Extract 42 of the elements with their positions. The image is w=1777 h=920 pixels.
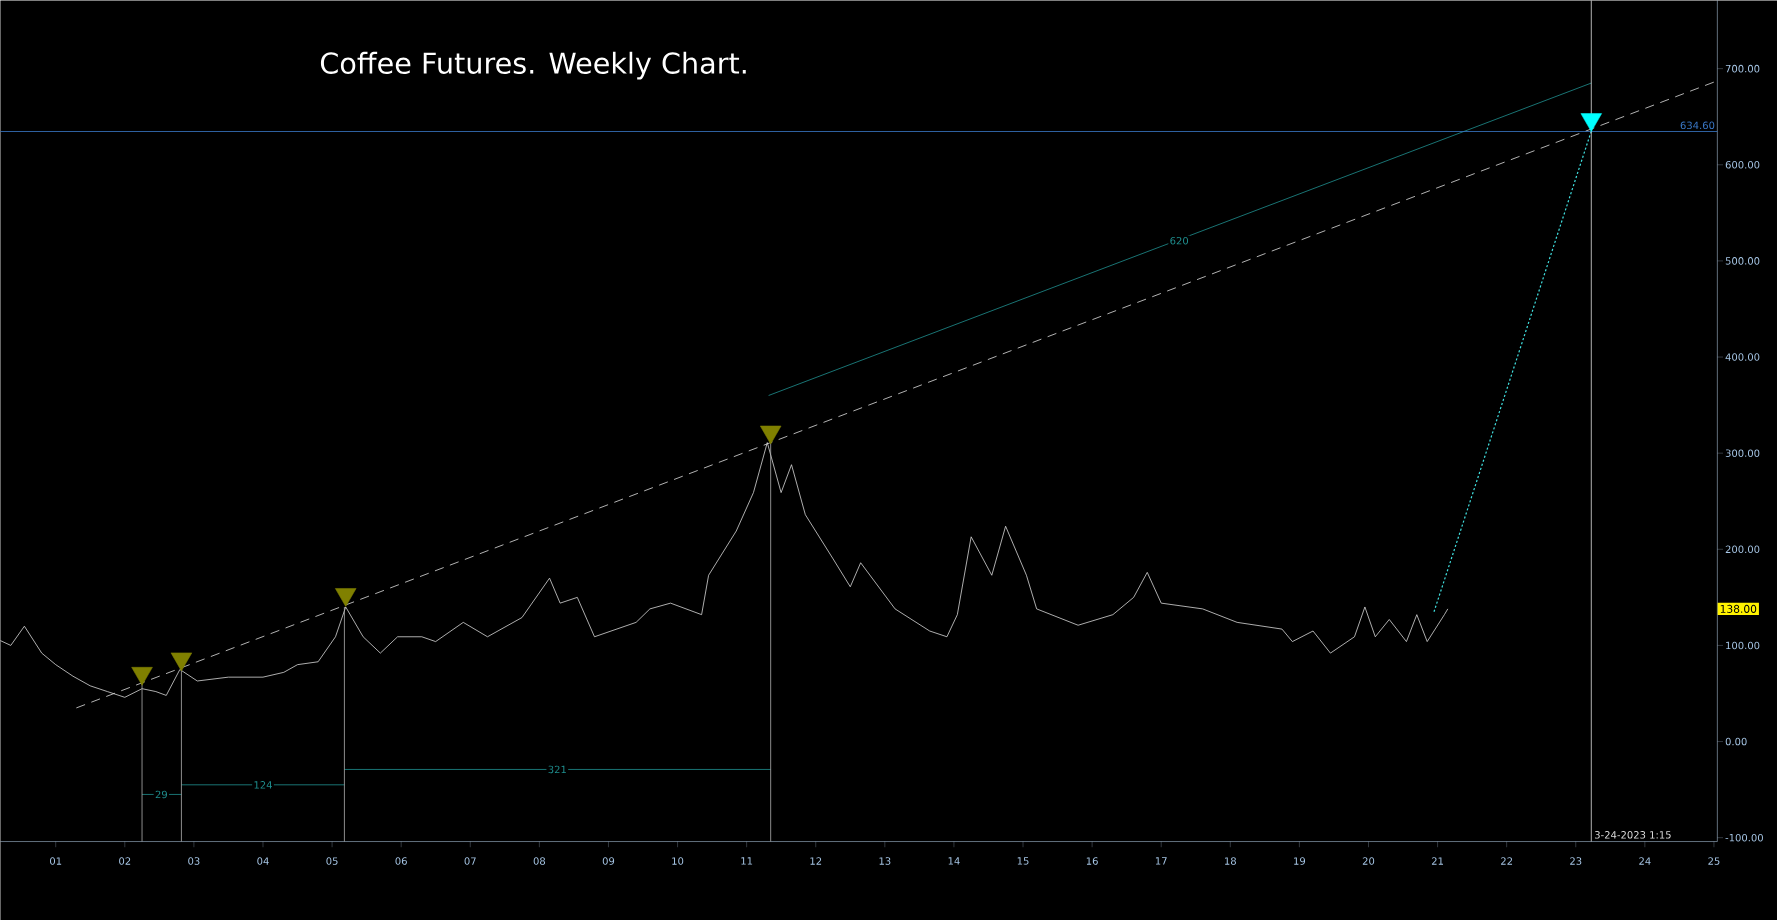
annotation: 321 [548, 765, 566, 774]
x-tick-label: 11 [741, 857, 753, 865]
x-tick-label: 01 [50, 857, 62, 865]
x-tick-label: 14 [948, 857, 960, 865]
y-tick-label: 300.00 [1725, 449, 1760, 457]
x-tick-label: 12 [810, 857, 822, 865]
x-tick-label: 18 [1225, 857, 1236, 865]
x-tick-label: 21 [1431, 857, 1444, 865]
x-tick-label: 10 [672, 857, 684, 865]
x-tick-label: 22 [1501, 857, 1513, 865]
x-tick-label: 07 [464, 857, 476, 865]
x-tick-label: 04 [257, 857, 269, 865]
annotation: 124 [254, 781, 272, 789]
ref-line-label: 3-24-2023 1:15 [1594, 830, 1671, 839]
x-tick-label: 25 [1708, 857, 1720, 865]
x-tick-label: 24 [1639, 857, 1651, 865]
x-tick-label: 09 [602, 857, 615, 865]
x-tick-label: 08 [533, 857, 546, 865]
y-tick-label: -100.00 [1725, 833, 1763, 842]
x-tick-label: 03 [188, 857, 200, 865]
y-tick-label: 0.00 [1725, 737, 1747, 746]
x-tick-label: 16 [1086, 857, 1098, 865]
x-tick-label: 05 [326, 857, 338, 865]
x-tick-label: 15 [1017, 857, 1029, 865]
y-tick-label: 400.00 [1725, 353, 1760, 361]
x-tick-label: 02 [119, 857, 131, 865]
y-tick-label: 700.00 [1725, 64, 1760, 73]
x-tick-label: 23 [1570, 857, 1582, 865]
x-tick-label: 19 [1294, 857, 1306, 865]
text: 138.00 [1720, 604, 1757, 613]
x-tick-label: 17 [1155, 857, 1167, 865]
y-tick-label: 600.00 [1725, 160, 1760, 169]
x-tick-label: 20 [1362, 857, 1375, 865]
text: Coffee Futures. Weekly Chart. [320, 51, 746, 80]
annotation: 29 [155, 790, 168, 799]
annotation: 620 [1170, 236, 1189, 245]
y-tick-label: 200.00 [1725, 545, 1760, 553]
x-tick-label: 13 [879, 857, 891, 865]
y-tick-label: 100.00 [1726, 641, 1760, 650]
ref-line-label: 634.60 [1680, 121, 1715, 130]
x-tick-label: 06 [395, 857, 407, 865]
y-tick-label: 500.00 [1725, 257, 1760, 265]
